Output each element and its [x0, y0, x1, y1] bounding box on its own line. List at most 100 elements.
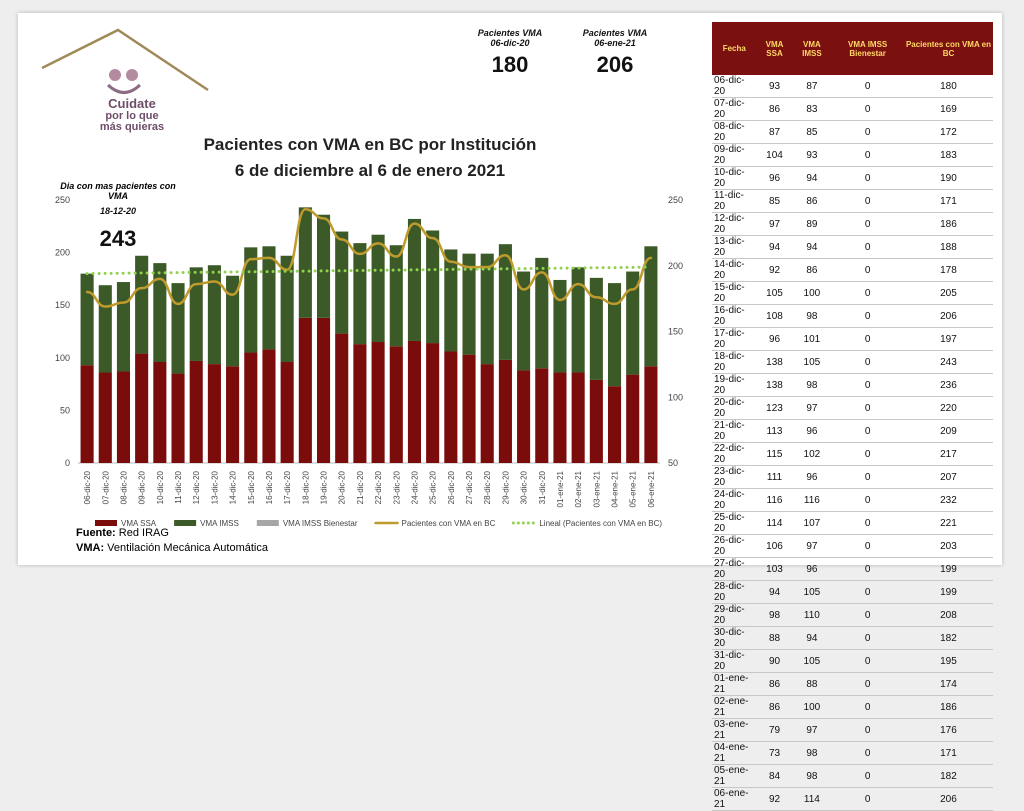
table-cell: 92	[756, 787, 793, 811]
table-cell: 19-dic-20	[712, 373, 757, 397]
x-tick-label: 27-dic-20	[465, 470, 474, 504]
bar	[280, 362, 294, 463]
table-cell: 105	[792, 649, 832, 673]
table-cell: 86	[792, 189, 832, 213]
bar	[80, 365, 94, 463]
y-tick-label: 150	[55, 300, 70, 310]
bar	[407, 218, 422, 341]
table-cell: 03-ene-21	[712, 718, 757, 742]
table-cell: 105	[792, 580, 832, 604]
x-tick-label: 28-dic-20	[483, 470, 492, 504]
bar	[553, 372, 567, 463]
table-cell: 0	[831, 695, 904, 719]
table-cell: 79	[756, 718, 793, 742]
table-cell: 10-dic-20	[712, 166, 757, 190]
logo-icon	[106, 83, 142, 94]
table-cell: 100	[792, 695, 832, 719]
table-cell: 209	[903, 419, 993, 443]
table-row: 11-dic-20 85 86 0 171	[712, 189, 993, 213]
bar	[135, 255, 149, 354]
y-tick-label: 200	[55, 248, 70, 258]
x-tick-label: 06-dic-20	[83, 470, 92, 504]
table-cell: 0	[831, 350, 904, 374]
legend-label: VMA IMSS	[200, 519, 239, 528]
table-cell: 172	[903, 120, 993, 144]
line	[85, 207, 653, 308]
data-table: Fecha VMA SSA VMA IMSS VMA IMSS Bienestar Pa…	[712, 22, 993, 811]
table-cell: 26-dic-20	[712, 534, 757, 558]
table-row: 31-dic-20 90 105 0 195	[712, 649, 993, 673]
table-row: 17-dic-20 96 101 0 197	[712, 327, 993, 351]
table-cell: 220	[903, 396, 993, 420]
table-cell: 98	[756, 603, 793, 627]
x-tick-label: 02-ene-21	[574, 470, 583, 507]
table-cell: 0	[831, 327, 904, 351]
footer: Fuente: Red IRAG VMA: Ventilación Mecáni…	[76, 527, 268, 554]
logo-roof	[41, 28, 209, 92]
table-row: 01-ene-21 86 88 0 174	[712, 672, 993, 696]
bar	[98, 285, 112, 373]
table-cell: 203	[903, 534, 993, 558]
table-cell: 83	[792, 97, 832, 121]
x-tick-label: 07-dic-20	[101, 470, 110, 504]
x-tick-label: 29-dic-20	[501, 470, 510, 504]
table-cell: 174	[903, 672, 993, 696]
table-cell: 0	[831, 465, 904, 489]
table-cell: 96	[792, 557, 832, 581]
table-cell: 27-dic-20	[712, 557, 757, 581]
table-cell: 22-dic-20	[712, 442, 757, 466]
table-cell: 30-dic-20	[712, 626, 757, 650]
table-cell: 182	[903, 764, 993, 788]
table-cell: 180	[903, 75, 993, 98]
footer-text: Red IRAG	[118, 527, 169, 539]
table-row: 03-ene-21 79 97 0 176	[712, 718, 993, 742]
bar	[207, 265, 221, 365]
table-cell: 87	[756, 120, 793, 144]
table-cell: 169	[903, 97, 993, 121]
legend-label: VMA SSA	[121, 519, 157, 528]
table-cell: 116	[756, 488, 793, 512]
table-cell: 86	[756, 672, 793, 696]
bar	[462, 253, 476, 355]
bar	[298, 317, 312, 463]
x-tick-label: 05-ene-21	[629, 470, 638, 507]
table-cell: 90	[756, 649, 793, 673]
table-cell: 0	[831, 143, 904, 167]
table-row: 14-dic-20 92 86 0 178	[712, 258, 993, 282]
table-cell: 104	[756, 143, 793, 167]
legend-label: Lineal (Pacientes con VMA en BC)	[539, 519, 662, 528]
table-cell: 86	[792, 258, 832, 282]
kpi-date: 06-ene-21	[594, 38, 636, 48]
table-cell: 114	[792, 787, 832, 811]
table-cell: 11-dic-20	[712, 189, 757, 213]
table-cell: 123	[756, 396, 793, 420]
table-cell: 85	[792, 120, 832, 144]
table-cell: 93	[792, 143, 832, 167]
logo-icon	[109, 69, 121, 81]
annotation-date: 18-12-20	[100, 206, 136, 216]
table-cell: 0	[831, 75, 904, 98]
table-cell: 0	[831, 235, 904, 259]
kpi-date: 06-dic-20	[490, 38, 530, 48]
x-tick-label: 06-ene-21	[647, 470, 656, 507]
table-cell: 102	[792, 442, 832, 466]
table-cell: 12-dic-20	[712, 212, 757, 236]
table-cell: 14-dic-20	[712, 258, 757, 282]
x-tick-label: 25-dic-20	[429, 470, 438, 504]
bar	[498, 244, 512, 360]
column-header: VMA IMSS Bienestar	[831, 22, 904, 75]
table-cell: 23-dic-20	[712, 465, 757, 489]
kpi-value: 180	[491, 52, 529, 77]
bar	[589, 277, 603, 380]
bar	[171, 283, 185, 374]
bar	[626, 374, 640, 463]
table-cell: 178	[903, 258, 993, 282]
bar	[480, 364, 494, 463]
table-row: 07-dic-20 86 83 0 169	[712, 97, 993, 121]
footer-label: VMA:	[76, 542, 105, 554]
bar	[371, 234, 385, 343]
table-cell: 197	[903, 327, 993, 351]
kpi: Pacientes VMA 06-dic-20 180	[465, 28, 555, 78]
table-cell: 0	[831, 258, 904, 282]
table-cell: 94	[792, 166, 832, 190]
